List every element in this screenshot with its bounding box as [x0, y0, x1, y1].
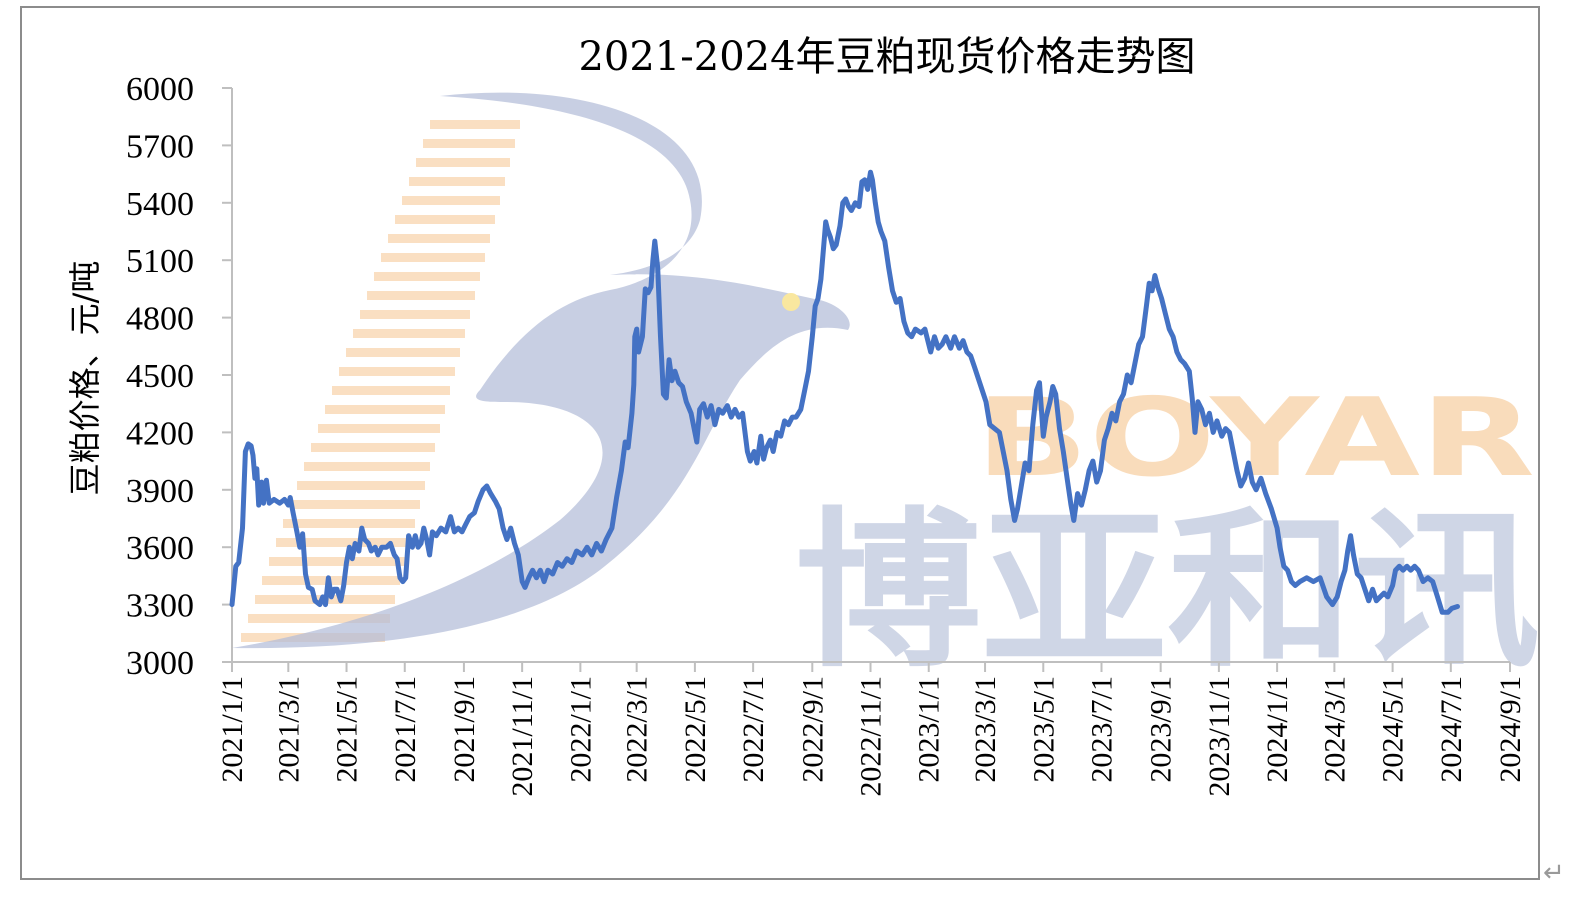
y-tick-label: 3600 [126, 530, 194, 567]
x-tick-label: 2022/3/1 [621, 676, 654, 783]
watermark-stripe [332, 386, 450, 395]
y-tick-label: 5700 [126, 128, 194, 165]
watermark-stripe [290, 500, 420, 509]
watermark-stripe [325, 405, 445, 414]
y-tick-label: 4800 [126, 301, 194, 338]
watermark-logo: BOYAR 博亚和讯 [232, 92, 1540, 691]
y-tick-label: 3900 [126, 473, 194, 510]
watermark-stripe [381, 253, 485, 262]
watermark-stripe [311, 443, 435, 452]
x-tick-label: 2022/9/1 [796, 676, 829, 783]
x-tick-labels: 2021/1/1 2021/3/1 2021/5/1 2021/7/1 2021/9/1… [216, 676, 1527, 797]
watermark-chinese: 博亚和讯 [795, 493, 1540, 691]
watermark-stripe [360, 310, 470, 319]
x-tick-label: 2024/7/1 [1435, 676, 1468, 783]
y-tick-label: 5400 [126, 186, 194, 223]
x-tick-label: 2023/7/1 [1085, 676, 1118, 783]
y-axis-label: 豆粕价格、元/吨 [66, 261, 104, 496]
watermark-stripe [388, 234, 490, 243]
watermark-stripe [423, 139, 515, 148]
x-tick-label: 2021/5/1 [331, 676, 364, 783]
x-tick-label: 2021/11/1 [506, 676, 539, 797]
x-tick-label: 2024/1/1 [1261, 676, 1294, 783]
watermark-stripe [339, 367, 455, 376]
watermark-stripe [430, 120, 520, 129]
watermark-stripe [248, 614, 390, 623]
x-tick-label: 2021/9/1 [448, 676, 481, 783]
x-tick-label: 2021/1/1 [216, 676, 249, 783]
return-mark: ↵ [1543, 858, 1565, 888]
watermark-stripe [283, 519, 415, 528]
watermark-stripe [402, 196, 500, 205]
x-tick-label: 2021/3/1 [272, 676, 305, 783]
x-tick-label: 2021/7/1 [389, 676, 422, 783]
watermark-stripes [241, 120, 520, 642]
y-tick-label: 4200 [126, 415, 194, 452]
x-tick-label: 2022/5/1 [679, 676, 712, 783]
x-tick-label: 2022/11/1 [855, 676, 888, 797]
watermark-eye [782, 293, 800, 311]
watermark-stripe [346, 348, 460, 357]
watermark-stripe [297, 481, 425, 490]
x-tick-label: 2023/5/1 [1027, 676, 1060, 783]
x-tick-label: 2023/3/1 [969, 676, 1002, 783]
x-tick-label: 2024/3/1 [1318, 676, 1351, 783]
y-tick-label: 4500 [126, 358, 194, 395]
y-tick-label: 3000 [126, 645, 194, 682]
y-tick-label: 6000 [126, 71, 194, 108]
watermark-stripe [318, 424, 440, 433]
x-tick-label: 2023/11/1 [1203, 676, 1236, 797]
x-tick-label: 2024/5/1 [1377, 676, 1410, 783]
y-tick-label: 3300 [126, 588, 194, 625]
chart-frame [20, 6, 1540, 880]
watermark-stripe [367, 291, 475, 300]
watermark-stripe [416, 158, 510, 167]
x-tick-label: 2022/1/1 [564, 676, 597, 783]
y-tick-labels: 3000 3300 3600 3900 4200 4500 4800 5100 5400 5700… [126, 71, 194, 682]
axes [222, 87, 1511, 672]
watermark-stripe [395, 215, 495, 224]
y-tick-label: 5100 [126, 243, 194, 280]
watermark-stripe [409, 177, 505, 186]
watermark-bird-shape [232, 92, 850, 649]
watermark-stripe [374, 272, 480, 281]
watermark-stripe [304, 462, 430, 471]
watermark-stripe [269, 557, 405, 566]
watermark-stripe [353, 329, 465, 338]
x-tick-label: 2023/1/1 [913, 676, 946, 783]
chart-title: 2021-2024年豆粕现货价格走势图 [578, 34, 1195, 80]
series-line-soymeal-price [229, 169, 1460, 615]
x-tick-label: 2022/7/1 [737, 676, 770, 783]
x-tick-label: 2023/9/1 [1145, 676, 1178, 783]
watermark-stripe [276, 538, 410, 547]
x-tick-label: 2024/9/1 [1494, 676, 1527, 783]
